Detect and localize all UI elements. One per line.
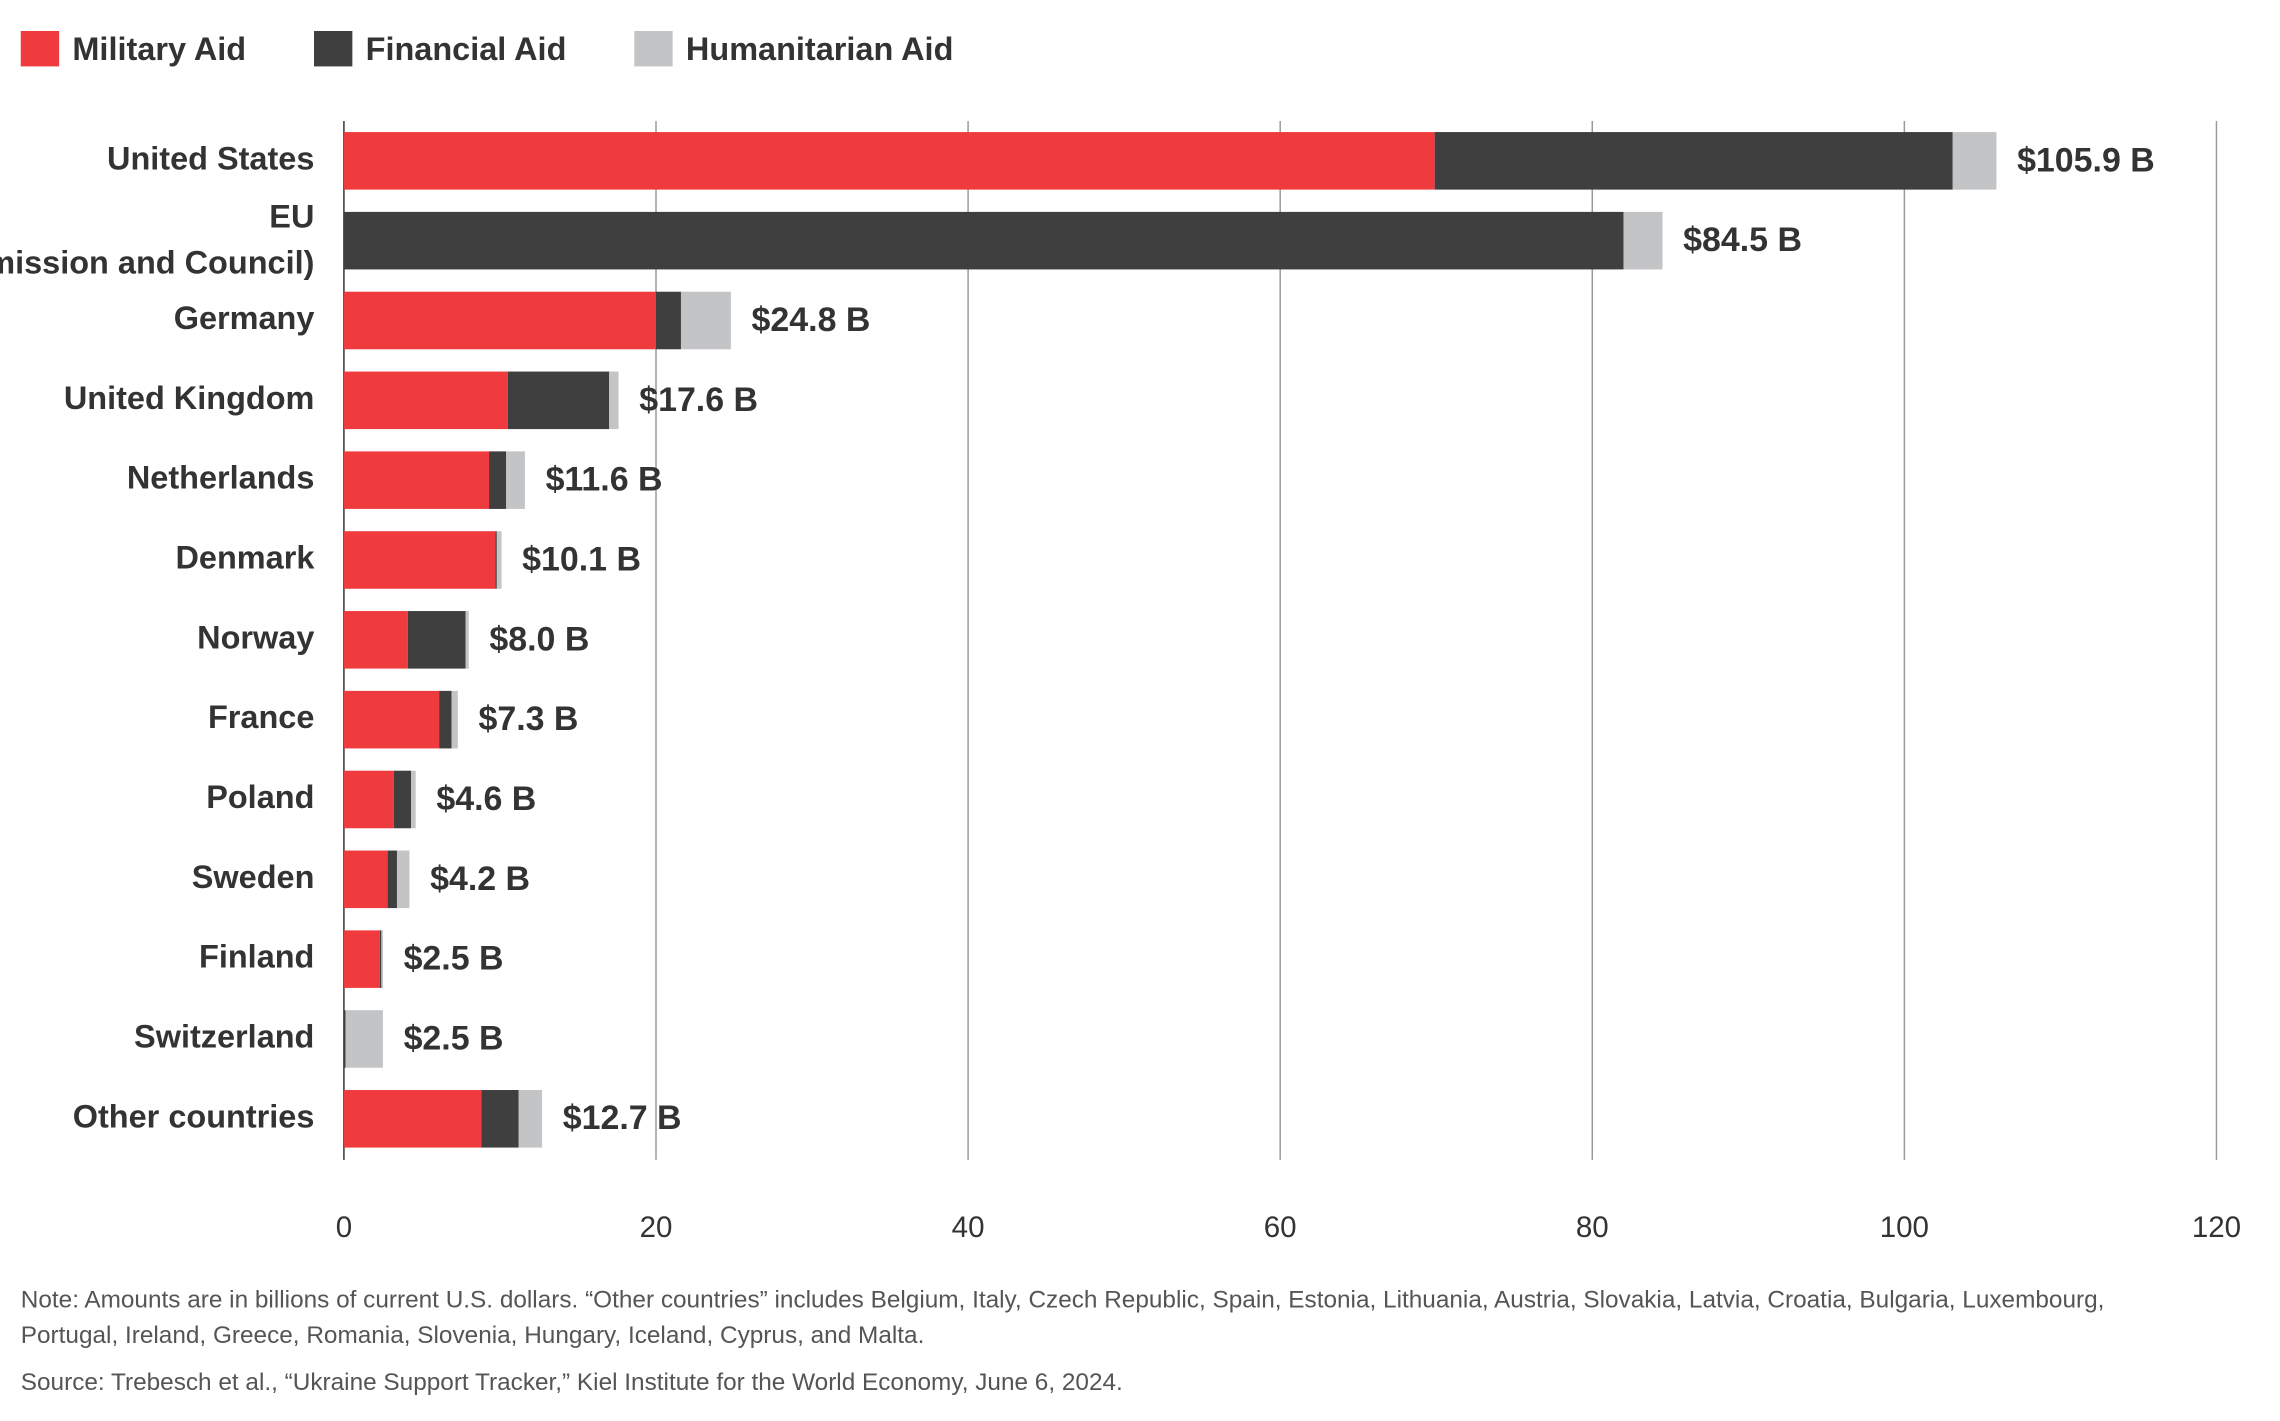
legend-label: Military Aid bbox=[72, 31, 246, 67]
total-label: $10.1 B bbox=[522, 540, 641, 578]
bar-segment bbox=[343, 770, 394, 829]
total-label: $7.3 B bbox=[478, 700, 578, 738]
x-tick-label: 40 bbox=[952, 1211, 985, 1244]
legend-swatch bbox=[314, 30, 353, 67]
bar-segment bbox=[495, 531, 497, 589]
total-label: $4.2 B bbox=[430, 860, 530, 898]
legend-label: Humanitarian Aid bbox=[686, 31, 953, 67]
bar-segment bbox=[343, 850, 388, 909]
y-tick-label: Finland bbox=[199, 939, 314, 975]
y-tick-label: Netherlands bbox=[127, 460, 315, 496]
bar-segment bbox=[343, 132, 1435, 190]
y-tick-label: United Kingdom bbox=[64, 380, 315, 416]
x-tick-label: 0 bbox=[336, 1211, 352, 1244]
label-line: (Commission and Council) bbox=[0, 244, 314, 280]
bar-segment bbox=[343, 371, 508, 430]
bar-segment bbox=[507, 371, 610, 430]
total-label: $2.5 B bbox=[404, 1019, 504, 1057]
bar-segment bbox=[518, 1090, 543, 1148]
total-label: $4.6 B bbox=[436, 780, 536, 818]
bar-segment bbox=[343, 611, 408, 669]
bar-segment bbox=[465, 611, 469, 669]
total-label: $105.9 B bbox=[2017, 141, 2155, 179]
bar-segment bbox=[451, 690, 458, 749]
bar-segment bbox=[489, 451, 507, 509]
bar-segment bbox=[1952, 132, 1997, 190]
y-tick-label: United States bbox=[107, 140, 314, 176]
bar-segment bbox=[381, 930, 383, 988]
y-tick-label: Poland bbox=[206, 779, 314, 815]
total-label: $2.5 B bbox=[404, 940, 504, 978]
legend-label: Financial Aid bbox=[366, 31, 567, 67]
bar-segment bbox=[343, 1010, 346, 1068]
total-label: $84.5 B bbox=[1683, 221, 1802, 259]
bar-segment bbox=[439, 690, 452, 749]
y-tick-label: Switzerland bbox=[134, 1019, 314, 1055]
total-label: $17.6 B bbox=[639, 381, 758, 419]
bar-segment bbox=[343, 291, 657, 350]
bar-segment bbox=[481, 1090, 519, 1148]
y-tick-label: EU (Commission and Council) bbox=[0, 198, 314, 280]
bar-segment bbox=[609, 371, 619, 430]
total-label: $11.6 B bbox=[546, 461, 663, 499]
bar-segment bbox=[343, 451, 490, 509]
note: Note: Amounts are in billions of current… bbox=[20, 1286, 2105, 1349]
x-tick-label: 60 bbox=[1264, 1211, 1297, 1244]
source: Source: Trebesch et al., “Ukraine Suppor… bbox=[20, 1369, 1123, 1396]
y-tick-label: Sweden bbox=[192, 859, 315, 895]
bar-segment bbox=[411, 770, 416, 829]
bar-segment bbox=[506, 451, 525, 509]
legend-swatch bbox=[20, 30, 60, 67]
bar-segment bbox=[496, 531, 502, 589]
bar-segment bbox=[680, 291, 731, 350]
y-tick-label: France bbox=[208, 699, 314, 735]
bar-segment bbox=[387, 850, 397, 909]
x-tick-label: 80 bbox=[1576, 1211, 1609, 1244]
y-tick-label: Germany bbox=[174, 300, 315, 336]
bar-segment bbox=[345, 1010, 383, 1068]
label-line: EU bbox=[269, 198, 314, 234]
y-tick-label: Norway bbox=[197, 619, 314, 655]
total-label: $8.0 B bbox=[489, 620, 589, 658]
bar-segment bbox=[1623, 211, 1663, 270]
bar-segment bbox=[379, 930, 382, 988]
x-tick-label: 100 bbox=[1880, 1211, 1929, 1244]
y-tick-label: Other countries bbox=[73, 1098, 315, 1134]
bar-segment bbox=[343, 531, 496, 589]
bar-segment bbox=[343, 690, 440, 749]
bar-segment bbox=[343, 211, 1624, 270]
bar-segment bbox=[343, 930, 380, 988]
total-label: $24.8 B bbox=[752, 301, 871, 339]
notes: Note: Amounts are in billions of current… bbox=[20, 1286, 2105, 1396]
bar-segment bbox=[656, 291, 681, 350]
y-tick-label: Denmark bbox=[175, 540, 315, 576]
bar-segment bbox=[407, 611, 466, 669]
bar-segment bbox=[393, 770, 412, 829]
x-tick-label: 120 bbox=[2192, 1211, 2241, 1244]
bar-segment bbox=[343, 1090, 482, 1148]
total-label: $12.7 B bbox=[563, 1099, 682, 1137]
legend-swatch bbox=[634, 30, 673, 67]
bar-segment bbox=[396, 850, 410, 909]
x-tick-label: 20 bbox=[640, 1211, 673, 1244]
bar-segment bbox=[1434, 132, 1953, 190]
